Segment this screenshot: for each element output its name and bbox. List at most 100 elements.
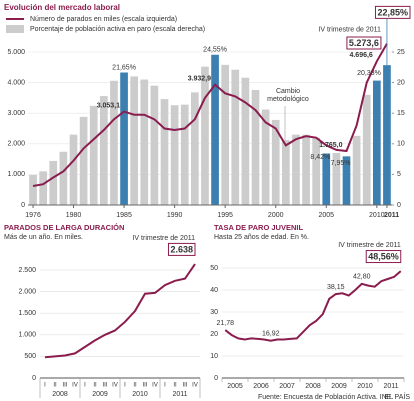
x-group-label: 2011 [383, 383, 398, 390]
legend-label: Porcentaje de población activa en paro (… [30, 26, 205, 33]
line [44, 263, 196, 359]
x-group-label: 2005 [227, 383, 243, 390]
x-group-label: 2009 [92, 391, 108, 398]
y2-tick-label: 20 [397, 79, 405, 86]
value-label: 38,15 [327, 284, 345, 291]
x-group-label: 2009 [331, 383, 347, 390]
bar [190, 92, 199, 205]
value-label: 1.765,0 [319, 142, 342, 149]
bar [29, 175, 37, 205]
x-tick-label: III [102, 383, 107, 389]
x-tick-label: 2011 [384, 212, 399, 219]
x-tick-label: 2010 [369, 212, 385, 219]
bar [150, 85, 159, 205]
bar [180, 104, 189, 205]
x-tick-label: III [142, 383, 147, 389]
y2-tick-label: 25 [397, 49, 405, 56]
y-tick-label: 1.500 [18, 310, 36, 317]
bar [231, 69, 240, 205]
bar [271, 119, 280, 205]
label-box [346, 36, 382, 50]
bar [292, 134, 300, 205]
y2-tick-label: 5 [397, 171, 401, 178]
x-tick-label: 2000 [268, 212, 284, 219]
y-tick-label: 0 [214, 375, 218, 382]
y-tick-label: 10 [210, 353, 218, 360]
line [32, 43, 388, 188]
bar [140, 79, 149, 205]
x-group-label: 2010 [132, 391, 148, 398]
y-tick-label: 40 [210, 287, 218, 294]
x-tick-label: IV [192, 383, 198, 389]
brand: EL PAÍS [384, 392, 410, 401]
bar [241, 77, 250, 205]
x-group-label: 2010 [357, 383, 373, 390]
bar [372, 80, 381, 205]
bar [110, 80, 118, 205]
x-tick-label: I [164, 383, 166, 389]
bar [39, 171, 48, 205]
y-tick-label: 2.500 [18, 267, 36, 274]
chart-title: PARADOS DE LARGA DURACIÓN [4, 223, 124, 232]
value-label: 7,95% [331, 160, 351, 167]
bar [160, 99, 169, 205]
bar [322, 153, 331, 205]
bar [281, 140, 290, 205]
value-label-boxed: 2.638 [170, 244, 193, 254]
bar [49, 160, 58, 205]
x-group-label: 2011 [172, 391, 187, 398]
chart-subtitle: Más de un año. En miles. [4, 234, 83, 241]
bar [342, 156, 351, 205]
legend-swatch [6, 25, 24, 33]
bar [79, 116, 88, 205]
value-label: 21,65% [112, 64, 136, 71]
line [224, 270, 402, 342]
value-label: 24,55% [203, 47, 227, 54]
value-label-boxed: 48,56% [368, 252, 399, 262]
label-box [167, 242, 196, 256]
bar [211, 54, 219, 206]
x-tick-label: 1976 [25, 212, 41, 219]
x-tick-label: I [84, 383, 86, 389]
annotation: IV trimestre de 2011 [132, 235, 195, 242]
bar [251, 89, 260, 205]
bar [69, 134, 78, 205]
x-group-label: 2007 [279, 383, 295, 390]
x-tick-label: 2005 [318, 212, 334, 219]
x-tick-label: II [173, 383, 177, 389]
chart-title: TASA DE PARO JUVENIL [214, 223, 303, 232]
value-label: 4.696,6 [349, 52, 372, 59]
x-tick-label: II [133, 383, 137, 389]
value-label: 16,92 [262, 331, 280, 338]
chart-title: Evolución del mercado laboral [4, 3, 120, 12]
y-tick-label: 1.000 [18, 332, 36, 339]
y-tick-label: 2.000 [7, 141, 25, 148]
y-tick-label: 30 [210, 309, 218, 316]
y-tick-label: 4.000 [7, 79, 25, 86]
annotation: IV trimestre de 2011 [318, 26, 381, 33]
bar [59, 151, 68, 205]
bar [120, 72, 128, 205]
x-tick-label: 1995 [217, 212, 233, 219]
source: Fuente: Encuesta de Población Activa. IN… [258, 394, 393, 401]
x-tick-label: IV [152, 383, 158, 389]
annotation: Cambio metodológico [267, 88, 309, 103]
bar [89, 105, 98, 205]
x-tick-label: III [62, 383, 67, 389]
value-label: 21,78 [216, 320, 234, 327]
x-tick-label: I [124, 383, 126, 389]
y-tick-label: 2.000 [18, 288, 36, 295]
y-tick-label: 1.000 [7, 171, 25, 178]
x-tick-label: 1985 [116, 212, 132, 219]
x-tick-label: I [44, 383, 46, 389]
y2-tick-label: 0 [397, 202, 401, 209]
y2-tick-label: 15 [397, 110, 405, 117]
bar [261, 109, 270, 205]
bar [383, 65, 391, 206]
y-tick-label: 5.000 [7, 49, 25, 56]
chart-subtitle: Hasta 25 años de edad. En %. [214, 234, 309, 241]
x-group-label: 2008 [305, 383, 321, 390]
bar [130, 76, 139, 205]
